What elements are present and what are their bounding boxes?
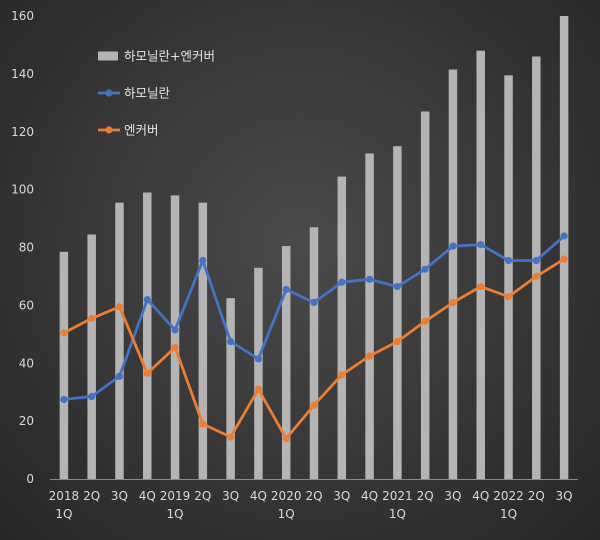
series-point — [171, 326, 179, 334]
x-tick-label: 4Q — [250, 489, 267, 503]
series-point — [449, 298, 457, 307]
series-point — [560, 255, 568, 263]
bar — [420, 111, 430, 480]
x-tick-label: 4Q — [472, 489, 489, 503]
x-tick-label: 2Q — [528, 489, 545, 503]
legend-swatch — [98, 51, 118, 61]
bar — [532, 56, 541, 479]
series-point — [310, 298, 318, 307]
series-point — [393, 282, 401, 291]
bar — [309, 227, 319, 479]
series-point — [115, 372, 124, 380]
series-point — [88, 314, 96, 322]
series-point — [227, 337, 235, 346]
y-tick-label: 20 — [19, 414, 34, 428]
bar — [448, 69, 458, 480]
x-tick-label: 2Q — [417, 489, 434, 503]
y-tick-label: 140 — [11, 67, 34, 81]
series-point — [143, 369, 151, 377]
series-point — [115, 303, 124, 311]
series-point — [199, 420, 207, 428]
series-point — [282, 434, 290, 443]
y-tick-label: 80 — [19, 241, 34, 255]
legend-label: 엔커버 — [124, 123, 159, 138]
x-tick-label: 2018 1Q — [49, 489, 80, 521]
x-tick-label: 4Q — [139, 489, 156, 503]
x-tick-label: 2019 1Q — [160, 489, 191, 521]
bar — [115, 202, 124, 479]
bars — [59, 16, 569, 480]
bar — [226, 298, 235, 479]
bar — [170, 195, 180, 479]
series-point — [421, 265, 429, 273]
series-point — [171, 343, 179, 351]
series-point — [421, 317, 429, 325]
x-tick-label: 2Q — [194, 489, 211, 503]
series-point — [60, 329, 68, 337]
bar — [559, 16, 569, 479]
y-tick-label: 100 — [11, 183, 34, 197]
x-tick-label: 4Q — [361, 489, 378, 503]
legend-label: 하모닐란 — [124, 86, 171, 101]
x-tick-label: 3Q — [333, 489, 350, 503]
series-point — [532, 272, 540, 281]
x-tick-label: 2022 1Q — [493, 489, 524, 521]
legend-label: 하모닐란+엔커버 — [124, 49, 215, 64]
x-tick-label: 2Q — [83, 489, 100, 503]
x-tick-label: 2021 1Q — [382, 489, 413, 521]
bar — [254, 267, 263, 479]
series-point — [365, 275, 374, 283]
series-point — [477, 282, 485, 291]
bar — [198, 202, 208, 479]
y-tick-label: 0 — [26, 472, 34, 486]
x-tick-label: 3Q — [222, 489, 239, 503]
y-tick-label: 40 — [19, 356, 34, 370]
series-point — [60, 395, 68, 404]
bar — [59, 251, 69, 479]
series-point — [338, 278, 346, 286]
series-point — [504, 293, 513, 301]
bar — [143, 192, 152, 480]
series-point — [254, 385, 263, 393]
y-tick-label: 60 — [19, 298, 34, 312]
y-tick-label: 160 — [11, 9, 34, 23]
bar — [504, 75, 513, 480]
y-axis: 0 20 40 60 80 100 120 140 160 — [11, 9, 34, 486]
series-point — [199, 256, 207, 265]
series-point — [449, 242, 457, 250]
x-tick-label: 3Q — [556, 489, 573, 503]
legend-marker — [105, 126, 113, 134]
bar — [337, 176, 347, 479]
series-point — [365, 352, 374, 360]
y-tick-label: 120 — [11, 125, 34, 139]
bar — [365, 153, 374, 479]
series-point — [227, 433, 235, 441]
series-point — [477, 241, 485, 249]
bar — [281, 246, 291, 479]
x-tick-label: 3Q — [444, 489, 461, 503]
series-point — [393, 337, 401, 346]
series-point — [532, 256, 540, 265]
line-series — [60, 232, 568, 443]
series-point — [143, 295, 151, 304]
series-point — [560, 232, 568, 240]
series-point — [282, 285, 290, 294]
x-tick-label: 2020 1Q — [271, 489, 302, 521]
series-point — [504, 256, 513, 265]
x-tick-label: 3Q — [111, 489, 128, 503]
bar — [393, 146, 402, 479]
bar — [476, 50, 485, 479]
legend-marker — [105, 89, 113, 97]
series-point — [310, 401, 318, 409]
x-tick-label: 2Q — [305, 489, 322, 503]
series-point — [88, 392, 96, 401]
series-point — [338, 371, 346, 379]
bar — [87, 234, 96, 479]
series-point — [254, 355, 263, 363]
